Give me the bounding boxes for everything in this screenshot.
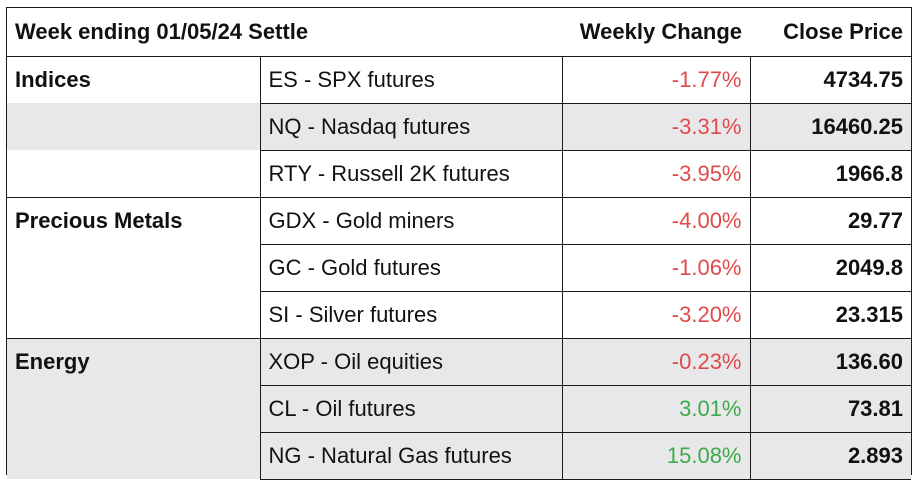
category-cell: Energy (7, 338, 261, 385)
weekly-change-cell: 3.01% (562, 385, 751, 433)
weekly-change-cell: -3.20% (562, 291, 751, 339)
close-price-cell: 2049.8 (750, 244, 911, 292)
category-cell (7, 291, 261, 339)
weekly-change-cell: -1.06% (562, 244, 751, 292)
header-row: Week ending 01/05/24 Settle Weekly Chang… (7, 8, 911, 57)
close-price-cell: 73.81 (750, 385, 911, 433)
instrument-cell: RTY - Russell 2K futures (260, 150, 563, 198)
instrument-cell: NQ - Nasdaq futures (260, 103, 563, 151)
category-cell: Indices (7, 56, 261, 103)
close-price-cell: 1966.8 (750, 150, 911, 198)
table-row: Energy XOP - Oil equities -0.23% 136.60 (7, 338, 911, 386)
instrument-cell: GC - Gold futures (260, 244, 563, 292)
weekly-change-cell: 15.08% (562, 432, 751, 480)
instrument-cell: SI - Silver futures (260, 291, 563, 339)
instrument-cell: CL - Oil futures (260, 385, 563, 433)
header-title: Week ending 01/05/24 Settle (7, 8, 562, 57)
table-body: Indices ES - SPX futures -1.77% 4734.75 … (7, 56, 911, 480)
table-header: Week ending 01/05/24 Settle Weekly Chang… (7, 8, 911, 57)
header-weekly-change: Weekly Change (562, 8, 750, 57)
close-price-cell: 29.77 (750, 197, 911, 245)
table-row: NG - Natural Gas futures 15.08% 2.893 (7, 432, 911, 480)
table-row: RTY - Russell 2K futures -3.95% 1966.8 (7, 150, 911, 198)
settle-table-grid: Week ending 01/05/24 Settle Weekly Chang… (7, 8, 911, 480)
close-price-cell: 4734.75 (750, 56, 911, 104)
table-row: GC - Gold futures -1.06% 2049.8 (7, 244, 911, 292)
category-cell (7, 244, 261, 291)
weekly-change-cell: -3.95% (562, 150, 751, 198)
weekly-change-cell: -4.00% (562, 197, 751, 245)
category-cell (7, 432, 261, 479)
table-row: NQ - Nasdaq futures -3.31% 16460.25 (7, 103, 911, 151)
weekly-change-cell: -1.77% (562, 56, 751, 104)
category-cell (7, 385, 261, 432)
instrument-cell: XOP - Oil equities (260, 338, 563, 386)
instrument-cell: GDX - Gold miners (260, 197, 563, 245)
category-cell (7, 150, 261, 198)
weekly-change-cell: -0.23% (562, 338, 751, 386)
table-row: Precious Metals GDX - Gold miners -4.00%… (7, 197, 911, 245)
table-row: CL - Oil futures 3.01% 73.81 (7, 385, 911, 433)
close-price-cell: 136.60 (750, 338, 911, 386)
weekly-settle-table: Week ending 01/05/24 Settle Weekly Chang… (6, 7, 912, 480)
close-price-cell: 2.893 (750, 432, 911, 480)
category-cell: Precious Metals (7, 197, 261, 244)
close-price-cell: 16460.25 (750, 103, 911, 151)
table-row: Indices ES - SPX futures -1.77% 4734.75 (7, 56, 911, 104)
instrument-cell: NG - Natural Gas futures (260, 432, 563, 480)
header-close-price: Close Price (750, 8, 911, 57)
table-row: SI - Silver futures -3.20% 23.315 (7, 291, 911, 339)
category-cell (7, 103, 261, 150)
instrument-cell: ES - SPX futures (260, 56, 563, 104)
weekly-change-cell: -3.31% (562, 103, 751, 151)
close-price-cell: 23.315 (750, 291, 911, 339)
